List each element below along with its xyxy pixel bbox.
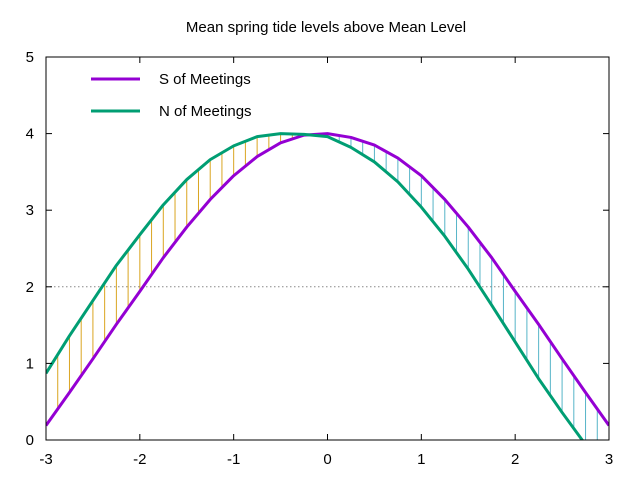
series-line-2: [46, 132, 585, 440]
series-line-1: [46, 132, 609, 427]
y-tick-label: 0: [26, 432, 34, 449]
legend-label: S of Meetings: [159, 71, 251, 88]
y-tick-label: 5: [26, 49, 34, 66]
y-tick-label: 4: [26, 126, 34, 143]
y-tick-label: 2: [26, 279, 34, 296]
x-tick-label: 2: [511, 451, 519, 468]
x-tick-label: 3: [605, 451, 613, 468]
y-tick-label: 1: [26, 355, 34, 372]
series-lines: [46, 132, 609, 440]
x-tick-label: -2: [133, 451, 146, 468]
axis-ticks: -3 -2 -1 0 1 2 3 0 1 2 3 4 5: [26, 49, 614, 468]
legend: S of Meetings N of Meetings: [91, 71, 252, 120]
x-tick-label: -1: [227, 451, 240, 468]
fill-between-lines: [45, 133, 610, 440]
x-tick-label: 0: [323, 451, 331, 468]
x-tick-label: 1: [417, 451, 425, 468]
x-tick-label: -3: [39, 451, 52, 468]
y-tick-label: 3: [26, 202, 34, 219]
legend-label: N of Meetings: [159, 103, 252, 120]
chart-title: Mean spring tide levels above Mean Level: [186, 19, 466, 36]
